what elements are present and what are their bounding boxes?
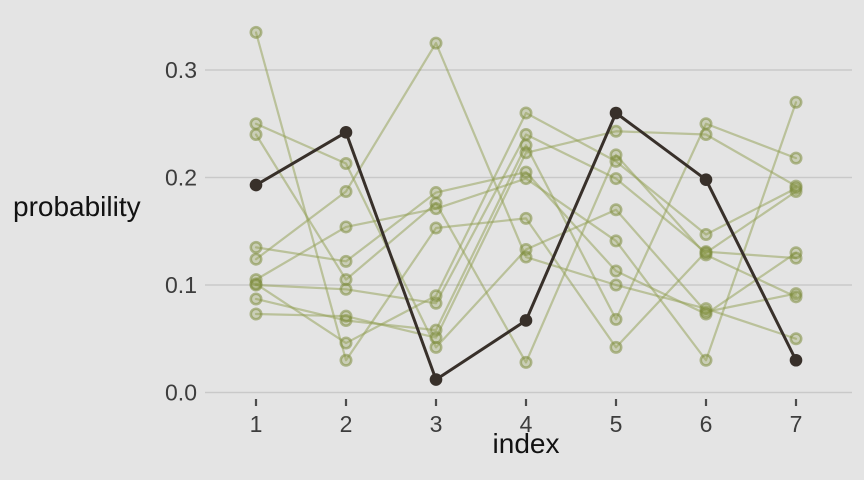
- series-point: [339, 184, 353, 198]
- series-line: [254, 122, 798, 349]
- series-point: [789, 95, 803, 109]
- series-point: [699, 307, 713, 321]
- series-point: [609, 124, 623, 138]
- series-point: [339, 282, 353, 296]
- highlighted-series-point: [699, 173, 713, 186]
- highlighted-series-point: [519, 314, 533, 327]
- series-point: [699, 353, 713, 367]
- x-tick-label: 4: [520, 411, 533, 437]
- y-tick-label: 0.3: [165, 57, 197, 83]
- series-point: [249, 240, 263, 254]
- series-point: [339, 254, 353, 268]
- series-point: [609, 154, 623, 168]
- highlighted-series-point: [339, 126, 353, 139]
- series-point: [249, 292, 263, 306]
- series-point: [609, 172, 623, 186]
- series-line: [254, 133, 798, 305]
- x-tick-label: 2: [340, 411, 353, 437]
- series-line: [254, 133, 798, 364]
- series-point: [339, 336, 353, 350]
- highlighted-series-layer: [249, 106, 803, 386]
- series-point: [609, 234, 623, 248]
- series-point: [789, 179, 803, 193]
- series-point: [519, 146, 533, 160]
- y-tick-label: 0.1: [165, 272, 197, 298]
- series-point: [519, 211, 533, 225]
- y-axis-label: probability: [13, 191, 141, 222]
- series-point: [519, 128, 533, 142]
- background-series-layer: [249, 25, 803, 369]
- y-tick-label: 0.2: [165, 165, 197, 191]
- series-point: [699, 117, 713, 131]
- axis-layer: 0.0 0.1 0.2 0.3 1 2 3 4 5 6 7: [165, 57, 802, 437]
- series-point: [249, 117, 263, 131]
- series-line: [254, 42, 798, 340]
- highlighted-series-point: [249, 178, 263, 192]
- x-tick-label: 6: [700, 411, 713, 437]
- series-point: [519, 250, 533, 264]
- series-point: [789, 246, 803, 260]
- series-point: [699, 227, 713, 241]
- series-point: [789, 332, 803, 346]
- x-axis-label: index: [493, 428, 560, 459]
- series-point: [249, 128, 263, 142]
- series-point: [429, 186, 443, 200]
- series-point: [429, 36, 443, 50]
- series-point: [699, 246, 713, 260]
- highlighted-series-point: [429, 373, 443, 386]
- series-point: [429, 296, 443, 310]
- series-point: [339, 220, 353, 234]
- series-point: [609, 203, 623, 217]
- series-point: [339, 353, 353, 367]
- series-point: [519, 172, 533, 186]
- series-point: [789, 151, 803, 165]
- x-tick-label: 5: [610, 411, 623, 437]
- series-point: [339, 309, 353, 323]
- series-point: [249, 307, 263, 321]
- highlighted-series-point: [609, 106, 623, 120]
- series-line: [254, 111, 798, 345]
- series-point: [609, 264, 623, 278]
- series-point: [429, 331, 443, 345]
- series-point: [789, 290, 803, 304]
- series-point: [429, 202, 443, 216]
- series-point: [249, 25, 263, 39]
- x-tick-label: 3: [430, 411, 443, 437]
- series-point: [249, 252, 263, 266]
- series-point: [339, 157, 353, 171]
- series-point: [699, 128, 713, 142]
- series-point: [429, 221, 443, 235]
- series-point: [609, 340, 623, 354]
- series-point: [519, 106, 533, 120]
- x-tick-label: 1: [250, 411, 263, 437]
- series-point: [519, 355, 533, 369]
- x-tick-label: 7: [790, 411, 803, 437]
- series-point: [609, 312, 623, 326]
- series-point: [609, 278, 623, 292]
- y-tick-label: 0.0: [165, 380, 197, 406]
- series-point: [249, 278, 263, 292]
- highlighted-series-point: [789, 353, 803, 367]
